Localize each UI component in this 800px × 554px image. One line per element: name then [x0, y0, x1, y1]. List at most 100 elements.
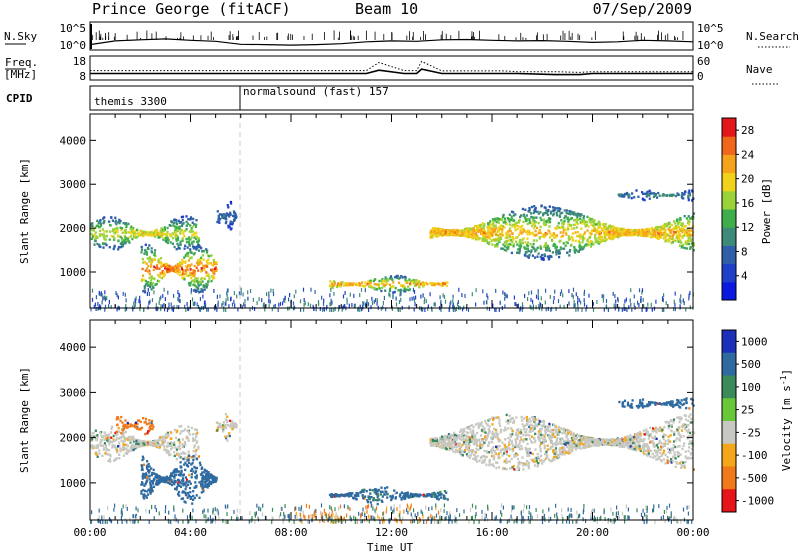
power-echo-cell: [688, 293, 690, 298]
power-echo-cell: [424, 308, 426, 312]
power-echo-cell: [163, 237, 166, 240]
power-echo-cell: [545, 209, 548, 212]
velocity-echo-cell: [373, 491, 376, 494]
power-echo-cell: [440, 282, 443, 286]
power-echo-cell: [197, 237, 200, 240]
power-echo-cell: [568, 250, 571, 253]
velocity-echo-cell: [108, 443, 111, 446]
power-echo-cell: [163, 228, 166, 231]
velocity-echo-cell: [143, 489, 147, 493]
power-echo-cell: [206, 307, 208, 312]
power-echo-cell: [684, 240, 687, 243]
power-echo-cell: [181, 272, 184, 275]
power-echo-cell: [206, 260, 209, 263]
power-echo-cell: [200, 247, 203, 250]
power-echo-cell: [158, 275, 161, 279]
velocity-echo-cell: [202, 490, 205, 493]
power-echo-cell: [283, 298, 285, 303]
power-echo-cell: [488, 241, 491, 244]
velocity-echo-cell: [95, 444, 98, 447]
velocity-echo-cell: [200, 484, 203, 487]
power-echo-cell: [573, 211, 576, 215]
freq-frame: [89, 55, 694, 81]
power-echo-cell: [651, 307, 653, 312]
velocity-echo-cell: [211, 477, 214, 481]
velocity-echo-cell: [372, 497, 375, 500]
power-echo-cell: [143, 252, 146, 255]
velocity-echo-cell: [128, 450, 131, 453]
power-echo-cell: [142, 261, 145, 264]
power-echo-cell: [592, 307, 595, 312]
power-echo-cell: [475, 235, 478, 239]
power-echo-cell: [197, 269, 200, 272]
power-echo-cell: [190, 236, 193, 239]
power-echo-cell: [187, 282, 191, 285]
velocity-echo-cell: [126, 452, 129, 456]
velocity-echo-cell: [184, 443, 187, 446]
freq-label: Freq.: [5, 56, 38, 69]
power-echo-cell: [582, 245, 585, 249]
power-echo-cell: [516, 243, 519, 246]
power-echo-cell: [676, 229, 680, 233]
power-echo-cell: [610, 228, 613, 231]
power-echo-cell: [160, 304, 162, 309]
power-echo-cell: [148, 292, 150, 296]
power-echo-cell: [627, 196, 630, 199]
power-echo-cell: [372, 279, 375, 283]
velocity-echo-cell: [172, 475, 175, 478]
power-echo-cell: [679, 239, 682, 242]
power-echo-cell: [650, 231, 653, 235]
velocity-echo-cell: [112, 438, 115, 441]
power-echo-cell: [187, 236, 191, 239]
power-echo-cell: [524, 219, 528, 223]
power-echo-cell: [627, 193, 631, 196]
power-echo-cell: [172, 308, 175, 312]
power-echo-cell: [458, 287, 460, 292]
velocity-echo-cell: [150, 474, 153, 477]
power-echo-cell: [646, 307, 648, 312]
power-echo-cell: [522, 237, 525, 240]
power-echo-cell: [222, 300, 224, 305]
power-echo-cell: [377, 285, 380, 288]
power-echo-cell: [683, 215, 686, 218]
velocity-echo-cell: [141, 458, 144, 462]
power-echo-cell: [498, 308, 500, 312]
power-echo-cell: [105, 234, 108, 238]
power-echo-cell: [192, 240, 195, 243]
velocity-echo-cell: [150, 467, 153, 470]
power-echo-cell: [686, 228, 689, 231]
power-echo-cell: [122, 291, 124, 296]
power-echo-cell: [643, 232, 646, 235]
velocity-echo-cell: [424, 495, 427, 498]
velocity-echo-cell: [354, 494, 357, 498]
power-echo-cell: [511, 240, 514, 243]
power-echo-cell: [524, 208, 527, 211]
power-echo-cell: [105, 243, 108, 247]
power-echo-cell: [503, 240, 506, 244]
power-echo-cell: [194, 284, 197, 287]
power-echo-cell: [546, 244, 549, 248]
power-echo-cell: [378, 287, 381, 290]
power-echo-cell: [537, 252, 540, 255]
power-echo-cell: [184, 265, 187, 268]
power-echo-cell: [580, 227, 583, 230]
power-echo-cell: [516, 227, 519, 231]
power-echo-cell: [195, 248, 198, 251]
power-echo-cell: [531, 224, 534, 228]
power-echo-cell: [664, 223, 667, 226]
velocity-echo-cell: [147, 488, 150, 491]
power-echo-cell: [445, 284, 448, 288]
power-echo-cell: [159, 233, 162, 237]
velocity-echo-cell: [149, 492, 152, 495]
power-echo-cell: [551, 233, 555, 237]
power-echo-cell: [486, 300, 488, 305]
nsearch-tick-bottom: 10^0: [697, 39, 724, 52]
power-echo-cell: [332, 280, 335, 283]
power-echo-cell: [149, 281, 152, 285]
power-echo-cell: [548, 249, 551, 252]
velocity-echo-cell: [153, 472, 156, 476]
power-echo-cell: [356, 283, 360, 287]
power-echo-cell: [499, 228, 502, 231]
power-echo-cell: [552, 212, 555, 215]
power-echo-cell: [349, 292, 351, 297]
